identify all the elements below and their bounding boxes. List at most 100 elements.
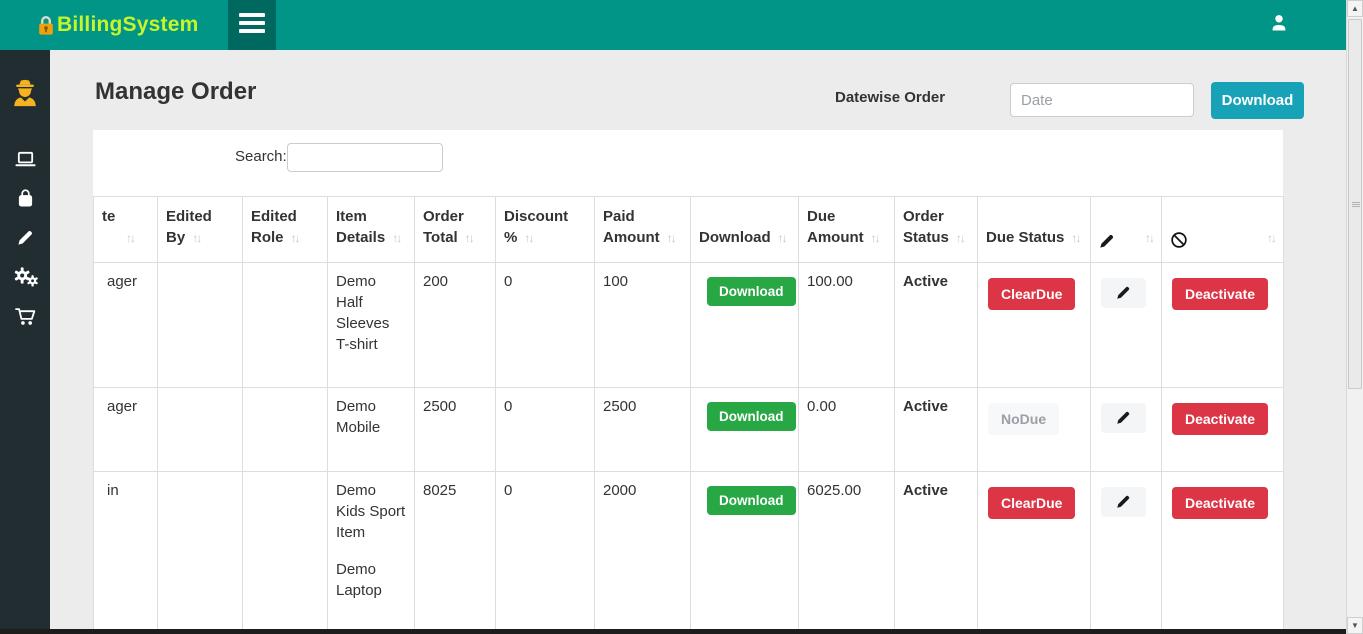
sort-icon: ↑↓ [126,231,136,245]
table-row: ager Demo Half Sleeves T-shirt 200 0 100… [93,262,1284,388]
column-header-edit[interactable]: ↑↓ [1090,196,1162,263]
column-header-due-amount[interactable]: Due Amount ↑↓ [798,196,895,263]
column-header-edited-role[interactable]: Edited Role ↑↓ [242,196,328,263]
cell-order-total: 8025 [414,471,496,634]
column-header-date[interactable]: te ↑↓ [93,196,158,263]
cell-paid-amount: 2000 [594,471,691,634]
edit-button[interactable] [1101,487,1146,517]
clear-due-button[interactable]: ClearDue [988,487,1076,519]
cell-edited-role [242,387,328,472]
column-header-download[interactable]: Download ↑↓ [690,196,799,263]
sort-icon: ↑↓ [1267,231,1277,245]
shopping-bag-icon [18,189,32,207]
lock-icon [39,15,53,35]
sidebar-nav [0,50,50,634]
pencil-icon [17,230,32,245]
scroll-up-button[interactable]: ▲ [1347,0,1363,17]
orders-table: te ↑↓ Edited By ↑↓ Edited Role ↑↓ Item Det… [93,196,1284,634]
ban-icon [1171,232,1187,248]
cell-due-amount: 0.00 [798,387,895,472]
cell-paid-amount: 100 [594,262,691,388]
cell-order-total: 200 [414,262,496,388]
sidebar-item-orders[interactable] [0,296,50,336]
cell-discount: 0 [495,387,595,472]
sort-icon: ↑↓ [777,231,788,245]
sidebar-item-edit[interactable] [0,217,50,257]
main-content: Manage Order Datewise Order Download Sea… [50,50,1346,634]
shopping-cart-icon [14,307,35,325]
column-header-due-status[interactable]: Due Status ↑↓ [977,196,1091,263]
download-invoice-button[interactable]: Download [707,402,796,431]
search-label: Search: [235,148,287,165]
no-due-button[interactable]: NoDue [988,403,1060,435]
cell-discount: 0 [495,262,595,388]
deactivate-button[interactable]: Deactivate [1172,278,1269,310]
table-header-row: te ↑↓ Edited By ↑↓ Edited Role ↑↓ Item Det… [93,196,1284,263]
sort-icon: ↑↓ [524,231,534,245]
cell-due-amount: 6025.00 [798,471,895,634]
column-header-paid-amount[interactable]: Paid Amount ↑↓ [594,196,691,263]
sort-icon: ↑↓ [290,231,301,245]
scroll-down-button[interactable]: ▼ [1347,617,1363,634]
cell-item-details: Demo Half Sleeves T-shirt [327,262,415,388]
vertical-scrollbar[interactable]: ▲ ▼ [1346,0,1363,634]
top-header: BillingSystem [0,0,1346,50]
cell-edited-role [242,262,328,388]
cell-edited-by [157,262,243,388]
pencil-icon [1100,234,1114,248]
datewise-download-button[interactable]: Download [1211,82,1304,119]
scrollbar-grip [1352,202,1360,203]
search-input[interactable] [287,143,443,172]
laptop-icon [14,151,36,166]
sidebar-item-settings[interactable] [0,256,50,296]
table-row: ager Demo Mobile 2500 0 2500 Download 0.… [93,387,1284,472]
column-header-order-total[interactable]: Order Total ↑↓ [414,196,496,263]
horizontal-scrollbar[interactable] [0,629,1346,634]
sidebar-item-profile[interactable] [0,73,50,113]
sidebar-item-dashboard[interactable] [0,139,50,179]
user-icon[interactable] [1269,13,1289,33]
deactivate-button[interactable]: Deactivate [1172,403,1269,435]
sort-icon: ↑↓ [464,231,475,245]
scrollbar-thumb[interactable] [1348,19,1362,389]
cell-date: ager [93,262,158,388]
cell-edited-role [242,471,328,634]
page-title: Manage Order [95,78,257,105]
menu-toggle-button[interactable] [228,0,276,50]
table-row: in Demo Kids Sport Item Demo Laptop 8025… [93,471,1284,634]
pencil-icon [1117,495,1130,508]
cell-date: ager [93,387,158,472]
download-invoice-button[interactable]: Download [707,486,796,515]
cell-order-total: 2500 [414,387,496,472]
orders-card: Search: te ↑↓ Edited By ↑↓ [93,130,1284,634]
date-input[interactable] [1010,83,1194,117]
download-invoice-button[interactable]: Download [707,277,796,306]
user-secret-icon [14,79,36,107]
pencil-icon [1117,286,1130,299]
cell-paid-amount: 2500 [594,387,691,472]
sidebar-item-products[interactable] [0,178,50,218]
cell-order-status: Active [894,387,978,472]
cell-order-status: Active [894,471,978,634]
sort-icon: ↑↓ [955,231,966,245]
cell-edited-by [157,471,243,634]
cell-discount: 0 [495,471,595,634]
hamburger-icon [239,13,265,17]
brand-title: BillingSystem [57,13,199,36]
clear-due-button[interactable]: ClearDue [988,278,1076,310]
sort-icon: ↑↓ [870,231,881,245]
column-header-order-status[interactable]: Order Status ↑↓ [894,196,978,263]
cell-due-amount: 100.00 [798,262,895,388]
column-header-item-details[interactable]: Item Details ↑↓ [327,196,415,263]
column-header-edited-by[interactable]: Edited By ↑↓ [157,196,243,263]
column-header-discount[interactable]: Discount % ↑↓ [495,196,595,263]
edit-button[interactable] [1101,403,1146,433]
app-logo[interactable]: BillingSystem [38,0,198,50]
column-header-deactivate[interactable]: ↑↓ [1161,196,1284,263]
pencil-icon [1117,411,1130,424]
sort-icon: ↑↓ [1145,231,1155,245]
deactivate-button[interactable]: Deactivate [1172,487,1269,519]
cell-item-details: Demo Mobile [327,387,415,472]
cell-date: in [93,471,158,634]
edit-button[interactable] [1101,278,1146,308]
